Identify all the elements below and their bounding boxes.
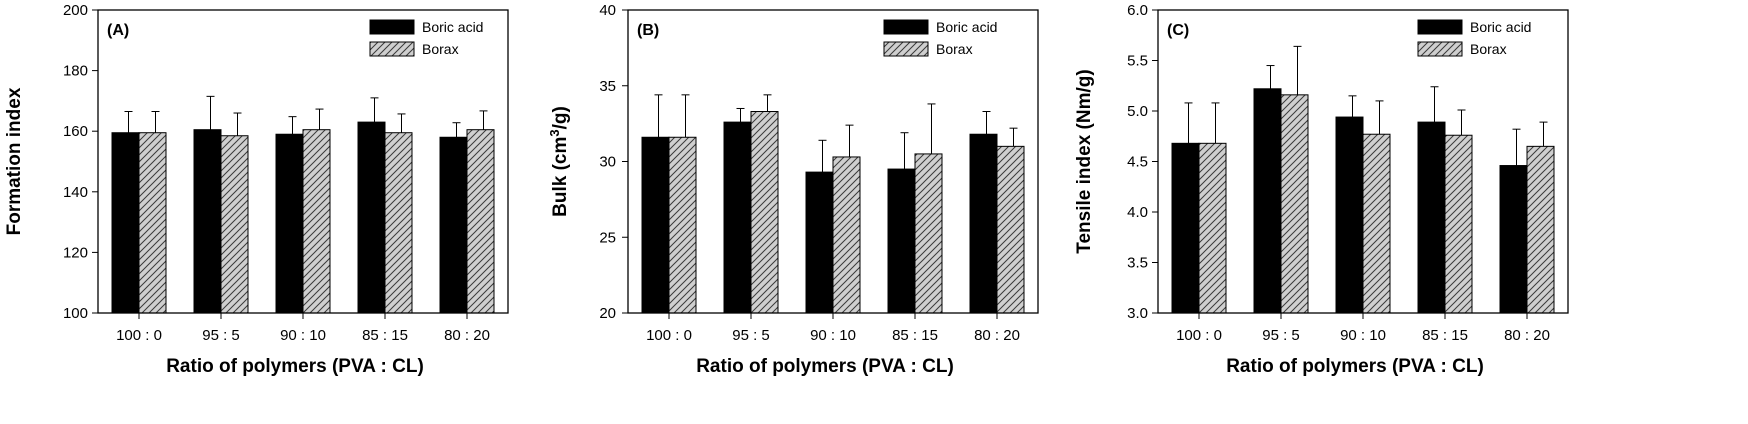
legend: Boric acid Borax: [883, 19, 997, 57]
bar-borax: [1526, 145, 1555, 314]
bar-borax: [466, 129, 495, 314]
x-tick-label: 85 : 15: [892, 327, 938, 344]
bar-boric-acid: [641, 136, 670, 314]
bar-borax: [1198, 142, 1227, 314]
bar-borax: [1280, 94, 1309, 314]
bar-boric-acid: [1253, 88, 1282, 314]
bar-borax: [750, 111, 779, 314]
panel-a: 100 120 140 160 180 200 100 : 0 95 : 5 90 : 10 85…: [4, 2, 509, 377]
bar-boric-acid: [357, 121, 386, 314]
bar-boric-acid: [887, 168, 916, 314]
x-tick-label: 90 : 10: [810, 327, 856, 344]
legend: Boric acid Borax: [369, 19, 483, 57]
y-tick-label: 5.5: [1127, 53, 1148, 70]
bar-borax: [1444, 134, 1473, 314]
y-axis-title: Tensile index (Nm/g): [1074, 69, 1095, 253]
bar-boric-acid: [1171, 142, 1200, 314]
x-tick-label: 85 : 15: [362, 327, 408, 344]
legend-label-borax: Borax: [936, 41, 973, 57]
bar-boric-acid: [1417, 121, 1446, 314]
bar-boric-acid: [805, 171, 834, 314]
x-tick-label: 80 : 20: [1504, 327, 1550, 344]
y-tick-label: 40: [599, 2, 616, 19]
bar-boric-acid: [969, 133, 998, 314]
y-tick-label: 3.0: [1127, 305, 1148, 322]
y-tick-label: 35: [599, 78, 616, 95]
legend-swatch-borax: [1417, 41, 1463, 57]
bar-boric-acid: [111, 132, 140, 314]
panel-label: (A): [107, 22, 129, 39]
y-tick-label: 140: [63, 184, 88, 201]
panel-c: 3.0 3.5 4.0 4.5 5.0 5.5 6.0 100 : 0 95 : 5 90 : 1…: [1074, 2, 1569, 377]
legend-label-borax: Borax: [422, 41, 459, 57]
y-axis-title: Bulk (cm3/g): [547, 106, 572, 217]
x-tick-label: 95 : 5: [732, 327, 770, 344]
x-tick-label: 95 : 5: [1262, 327, 1300, 344]
bar-boric-acid: [275, 133, 304, 314]
panel-label: (B): [637, 22, 659, 39]
y-axis-title-superscript: 3: [547, 129, 562, 136]
legend: Boric acid Borax: [1417, 19, 1531, 57]
legend-label-boric-acid: Boric acid: [936, 19, 997, 35]
bar-boric-acid: [439, 136, 468, 314]
panel-label: (C): [1167, 22, 1189, 39]
legend-label-boric-acid: Boric acid: [422, 19, 483, 35]
legend-label-boric-acid: Boric acid: [1470, 19, 1531, 35]
y-axis-title: Formation index: [4, 87, 25, 235]
bar-borax: [138, 132, 167, 314]
legend-swatch-boric-acid: [369, 19, 415, 35]
y-tick-label: 3.5: [1127, 255, 1148, 272]
x-tick-label: 80 : 20: [974, 327, 1020, 344]
y-axis-title-main: Bulk (cm: [550, 137, 571, 217]
legend-swatch-borax: [369, 41, 415, 57]
y-tick-label: 30: [599, 154, 616, 171]
bar-boric-acid: [723, 121, 752, 314]
bar-borax: [832, 156, 861, 314]
x-tick-label: 90 : 10: [280, 327, 326, 344]
bar-borax: [384, 132, 413, 314]
x-axis-title: Ratio of polymers (PVA : CL): [1226, 356, 1484, 377]
y-tick-label: 100: [63, 305, 88, 322]
bar-boric-acid: [1335, 116, 1364, 314]
bar-borax: [914, 153, 943, 314]
y-tick-label: 4.5: [1127, 154, 1148, 171]
y-tick-label: 180: [63, 63, 88, 80]
y-tick-label: 4.0: [1127, 204, 1148, 221]
bar-borax: [668, 136, 697, 314]
x-tick-label: 100 : 0: [1176, 327, 1222, 344]
y-axis-title-tail: /g): [550, 106, 571, 129]
x-axis-title: Ratio of polymers (PVA : CL): [166, 356, 424, 377]
x-tick-label: 100 : 0: [646, 327, 692, 344]
y-tick-label: 200: [63, 2, 88, 19]
x-tick-label: 85 : 15: [1422, 327, 1468, 344]
legend-label-borax: Borax: [1470, 41, 1507, 57]
bar-boric-acid: [193, 129, 222, 314]
x-tick-label: 100 : 0: [116, 327, 162, 344]
legend-swatch-borax: [883, 41, 929, 57]
bar-borax: [1362, 133, 1391, 314]
bar-boric-acid: [1499, 165, 1528, 314]
y-tick-label: 25: [599, 229, 616, 246]
bar-borax: [220, 135, 249, 314]
y-tick-label: 20: [599, 305, 616, 322]
x-axis-title: Ratio of polymers (PVA : CL): [696, 356, 954, 377]
bar-borax: [302, 129, 331, 314]
y-tick-label: 160: [63, 123, 88, 140]
bar-borax: [996, 145, 1025, 314]
y-tick-label: 6.0: [1127, 2, 1148, 19]
y-tick-label: 5.0: [1127, 103, 1148, 120]
x-tick-label: 95 : 5: [202, 327, 240, 344]
x-tick-label: 90 : 10: [1340, 327, 1386, 344]
legend-swatch-boric-acid: [883, 19, 929, 35]
y-tick-label: 120: [63, 244, 88, 261]
panel-b: 20 25 30 35 40 100 : 0 95 : 5 90 : 10 85 : 15 80 …: [547, 2, 1039, 377]
legend-swatch-boric-acid: [1417, 19, 1463, 35]
x-tick-label: 80 : 20: [444, 327, 490, 344]
